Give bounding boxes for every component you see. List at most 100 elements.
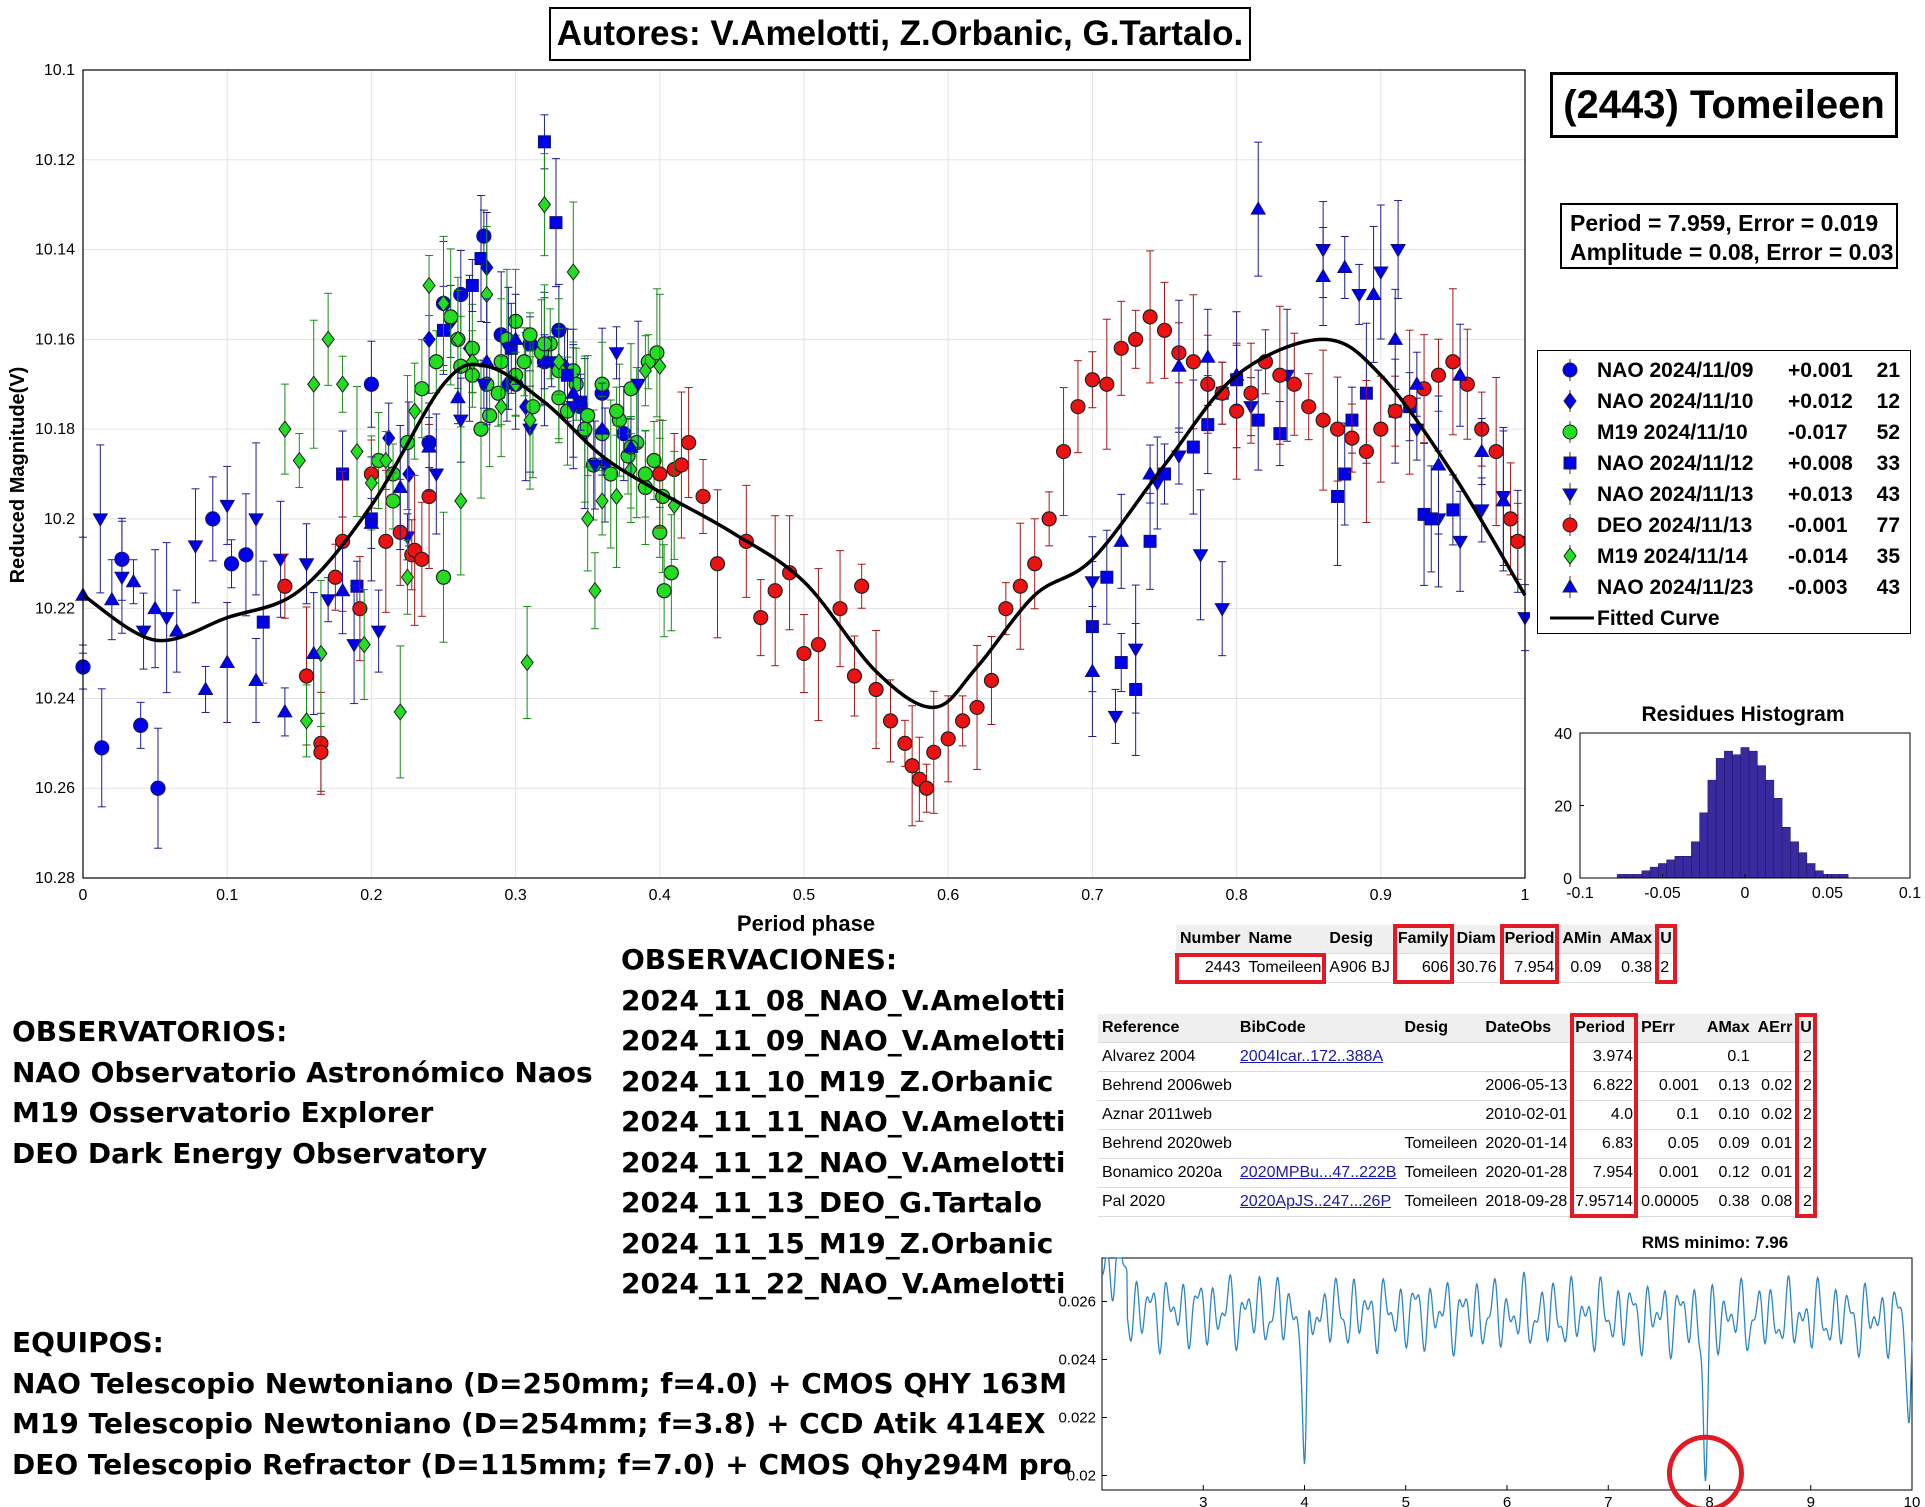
refs-cell: 0.05 [1637,1129,1703,1159]
histogram-bar [1674,856,1684,879]
y-tick-label: 10.24 [35,690,75,707]
legend-marker [1563,392,1577,410]
bibcode-link[interactable]: 2004Icar..172..388A [1239,1048,1384,1065]
lcdb-header: Family [1393,925,1453,954]
data-point [955,713,971,729]
data-point [1156,322,1173,338]
lcdb-cell: 30.76 [1452,953,1501,983]
legend-label: NAO 2024/11/23 [1597,576,1753,599]
refs-header: AMax [1702,1014,1754,1043]
data-point [299,712,314,730]
x-tick-label: 0.2 [360,887,382,904]
bibcode-link[interactable]: 2020MPBu...47..222B [1239,1164,1397,1181]
data-point [581,510,595,528]
data-point [1390,244,1406,258]
target-name: (2443) Tomeileen [1563,82,1885,127]
refs-cell: 2 [1796,1129,1816,1159]
data-point [350,579,364,593]
bibcode-link[interactable]: 2020ApJS..247...26P [1239,1193,1392,1210]
legend-count: 12 [1877,390,1900,413]
y-tick-label: 10.26 [35,780,75,797]
pgram-x-tick-label: 6 [1503,1494,1511,1507]
data-point [474,252,488,266]
lcdb-header: Desig [1325,925,1394,954]
data-point [630,378,647,393]
observatory-entry: NAO Observatorio Astronómico Naos [12,1055,593,1089]
refs-row: Behrend 2006web 2006-05-13 6.822 0.001 0.13 0… [1098,1071,1816,1101]
data-point [476,378,492,393]
legend-item: NAO 2024/11/23 -0.003 43 [1562,576,1900,599]
equipment-entry: NAO Telescopio Newtoniano (D=250mm; f=4.… [12,1366,1067,1400]
bibcode-cell: 2004Icar..172..388A [1235,1042,1401,1072]
data-point [147,600,163,615]
data-point [1186,440,1200,454]
data-point [673,457,690,473]
observation-entry: 2024_11_22_NAO_V.Amelotti [621,1267,1066,1300]
observatories-title: OBSERVATORIOS: [12,1015,288,1048]
refs-cell: Tomeileen [1400,1158,1482,1188]
data-point [248,513,264,527]
refs-cell [1400,1071,1482,1101]
data-point [1143,534,1157,548]
data-point [832,601,848,617]
series-5 [277,250,1526,827]
data-point [565,385,582,399]
data-point [402,465,416,483]
data-point [1185,354,1201,370]
refs-cell: 0.1 [1637,1100,1703,1130]
x-tick-label: 0.7 [1081,887,1103,904]
histogram-bar [1798,852,1808,879]
data-point [1387,331,1404,345]
data-point [352,601,368,617]
data-point [1473,443,1490,458]
data-point [327,569,343,585]
refs-header: Period [1571,1014,1638,1043]
highlight-number-name [1175,952,1327,984]
data-point [846,668,863,684]
fitted-curve [82,337,1527,710]
data-point [1192,549,1209,563]
refs-cell: 0.001 [1637,1158,1703,1188]
refs-cell [1400,1042,1482,1072]
lcdb-cell: 2443 [1176,953,1245,983]
fit-result-box: Period = 7.959, Error = 0.019 Amplitude … [1560,203,1898,269]
periodogram-frame [1101,1257,1913,1491]
data-point [656,583,672,599]
lcdb-header: Period [1500,925,1559,954]
data-point [1286,376,1302,392]
legend-item: NAO 2024/11/09 +0.001 21 [1562,359,1901,382]
data-point [94,740,110,756]
refs-cell [1235,1071,1401,1101]
legend-item: NAO 2024/11/13 +0.013 43 [1562,483,1900,506]
refs-cell: Aznar 2011web [1098,1100,1236,1130]
data-point [248,672,264,686]
data-point [767,583,783,599]
observatories-block: OBSERVATORIOS: NAO Observatorio Astronóm… [12,1012,593,1174]
data-point [1250,201,1267,215]
data-point [1373,421,1389,437]
data-point [638,361,653,380]
legend-count: 21 [1877,359,1901,382]
histogram-bar [1633,874,1643,879]
pgram-x-tick-label: 8 [1705,1494,1713,1507]
equipment-title: EQUIPOS: [12,1326,164,1359]
periodogram-title: RMS minimo: 7.96 [1642,1233,1788,1252]
data-point [346,639,362,653]
data-point [334,582,351,597]
data-point [1488,443,1504,460]
legend-label: M19 2024/11/10 [1597,421,1748,444]
data-point [695,488,711,505]
data-point [298,668,315,684]
legend-offset: -0.017 [1788,421,1848,444]
refs-row: Bonamico 2020a 2020MPBu...47..222B Tomeile… [1098,1158,1816,1188]
highlight-refs-col [1795,1013,1817,1218]
data-point [414,551,430,567]
refs-cell [1235,1129,1401,1159]
plot-frame [82,69,1526,879]
data-point [1171,450,1187,465]
hist-x-tick-label: 0.1 [1899,885,1921,902]
legend-marker [1562,579,1578,593]
legend-count: 43 [1877,483,1900,506]
data-point [1107,710,1124,725]
refs-cell: 2 [1796,1100,1816,1130]
